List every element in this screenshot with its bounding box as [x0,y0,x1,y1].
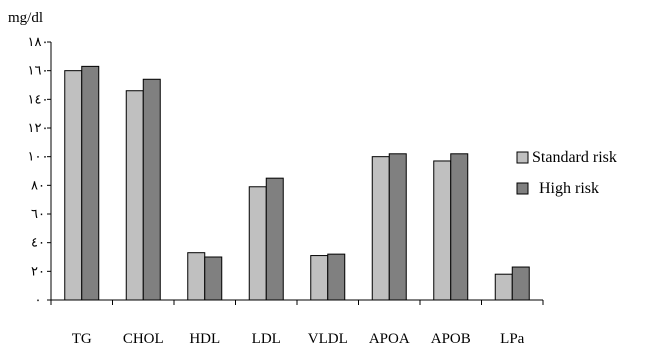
y-tick-label: ٦٠ [31,206,45,221]
y-tick-label: ٨٠ [31,177,45,192]
bar-chol-high-risk [142,78,161,301]
bar-vldl-standard-risk [310,255,329,301]
legend-label-standard-risk: Standard risk [532,149,617,166]
y-tick-label: ٤٠ [31,235,45,250]
axes-group [47,41,544,305]
x-tick-label: APOA [369,331,410,347]
x-tick-labels: TG CHOL HDL LDL VLDL APOA APOB LPa [72,331,525,347]
legend-label-high-risk: High risk [539,180,599,197]
bars-group [64,65,530,301]
y-tick-label: ١٨٠ [28,34,49,49]
x-tick-label: CHOL [123,331,164,347]
bar-apoa-standard-risk [371,156,390,301]
legend-swatch-standard-risk [516,151,529,164]
bar-ldl-standard-risk [248,186,267,301]
y-tick-label: ٠ [35,292,42,307]
x-tick-label: LDL [252,331,281,347]
bar-vldl-high-risk [327,253,346,301]
bar-hdl-high-risk [204,256,223,301]
x-tick-label: LPa [500,331,525,347]
y-tick-label: ١٤٠ [28,91,49,106]
y-tick-label: ٢٠ [31,263,45,278]
legend: Standard risk High risk [516,149,617,197]
x-tick-label: APOB [431,331,471,347]
y-tick-labels: ٠ ٢٠ ٤٠ ٦٠ ٨٠ ١٠٠ ١٢٠ ١٤٠ ١٦٠ ١٨٠ [28,34,49,307]
bar-tg-standard-risk [64,70,83,301]
y-tick-label: ١٠٠ [28,149,49,164]
bar-apob-high-risk [450,153,469,301]
bar-apoa-high-risk [388,153,407,301]
legend-swatch-high-risk [516,182,529,195]
x-tick-label: HDL [189,331,220,347]
bar-tg-high-risk [81,65,100,301]
bar-chol-standard-risk [125,90,144,301]
bar-hdl-standard-risk [187,252,206,301]
bar-apob-standard-risk [433,160,452,301]
y-tick-label: ١٦٠ [28,63,49,78]
x-tick-label: TG [72,331,92,347]
bar-lpa-standard-risk [494,273,513,301]
y-axis-label: mg/dl [8,10,43,26]
bar-ldl-high-risk [265,177,284,301]
x-tick-label: VLDL [308,331,348,347]
y-tick-label: ١٢٠ [28,120,49,135]
bar-lpa-high-risk [511,266,530,301]
